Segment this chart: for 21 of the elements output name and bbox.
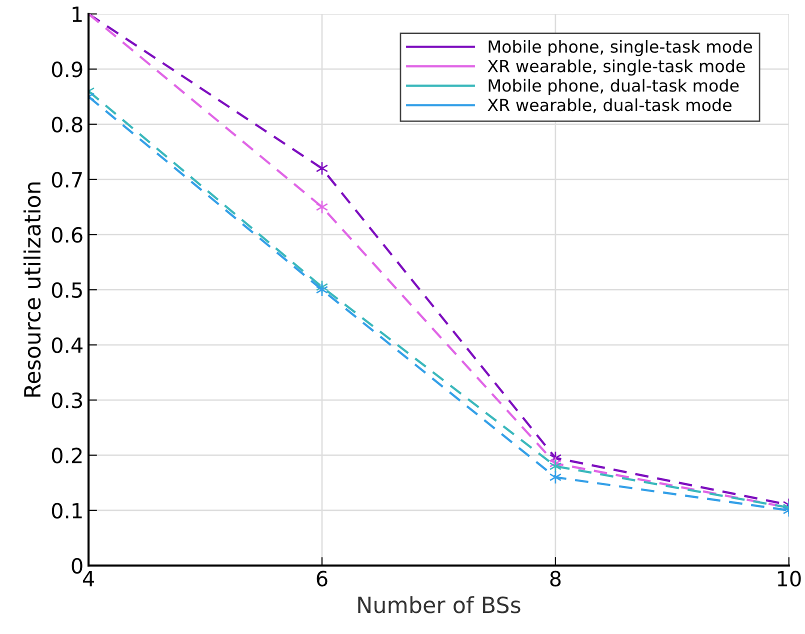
y-tick-label: 0.3 (52, 392, 82, 408)
legend-label: Mobile phone, single-task mode (488, 40, 752, 56)
y-tick-label: 0 (72, 558, 82, 574)
y-axis-title: Resource utilization (23, 182, 41, 397)
y-tick-label: 0.4 (52, 337, 83, 354)
y-tick-label: 0.2 (52, 448, 82, 464)
x-tick-label: 4 (82, 571, 94, 586)
x-tick-label: 8 (550, 570, 561, 587)
y-tick-label: 0.7 (52, 172, 82, 188)
y-tick-label: 0.8 (52, 116, 82, 132)
y-tick-label: 0.1 (52, 502, 82, 519)
legend-label: Mobile phone, dual-task mode (488, 78, 739, 96)
legend-label: XR wearable, dual-task mode (488, 98, 732, 113)
legend-label: XR wearable, single-task mode (488, 59, 745, 76)
y-tick-label: 0.6 (52, 227, 82, 243)
y-tick-label: 0.5 (52, 282, 82, 298)
y-tick-label: 0.9 (52, 62, 82, 78)
x-tick-label: 10 (778, 570, 801, 587)
y-tick-label: 1 (72, 6, 82, 22)
x-axis-title: Number of BSs (358, 596, 520, 614)
x-tick-label: 6 (316, 570, 328, 587)
